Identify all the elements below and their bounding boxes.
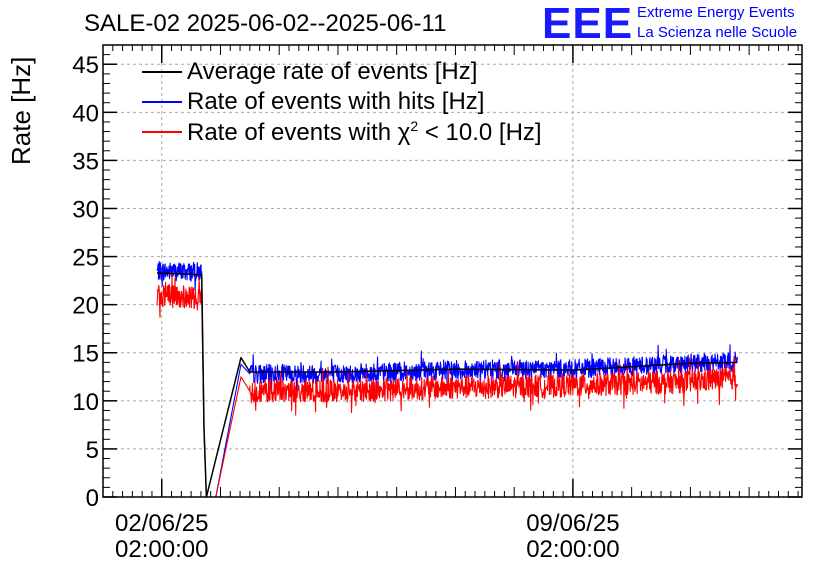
y-tick-label: 0 xyxy=(86,485,99,512)
legend-label-hits: Rate of events with hits [Hz] xyxy=(187,88,485,115)
series-line-average xyxy=(156,272,738,498)
logo-caption: Extreme Energy Events La Scienza nelle S… xyxy=(637,3,797,43)
y-tick-label: 20 xyxy=(72,293,99,320)
logo-line-1: Extreme Energy Events xyxy=(637,4,795,21)
legend-label-average: Average rate of events [Hz] xyxy=(187,58,478,85)
x-tick-label-time: 02:00:00 xyxy=(526,536,619,563)
grid xyxy=(103,45,802,497)
legend-swatch-hits xyxy=(142,101,182,103)
chart-title: SALE-02 2025-06-02--2025-06-11 xyxy=(84,10,447,37)
series-line-chi2 xyxy=(156,271,738,498)
legend-label-chi2: Rate of events with χ2 < 10.0 [Hz] xyxy=(187,118,542,147)
chi-exponent: 2 xyxy=(410,118,419,134)
y-tick-label: 45 xyxy=(72,52,99,79)
y-tick-label: 15 xyxy=(72,341,99,368)
y-tick-label: 35 xyxy=(72,148,99,175)
legend-label-chi2-prefix: Rate of events with xyxy=(187,119,398,146)
x-tick-label-date: 02/06/25 xyxy=(115,510,208,537)
x-tick-label-time: 02:00:00 xyxy=(115,536,208,563)
y-tick-label: 10 xyxy=(72,389,99,416)
y-tick-label: 5 xyxy=(86,437,99,464)
legend-swatch-average xyxy=(142,71,182,73)
plot-frame xyxy=(102,44,803,498)
y-tick-label: 30 xyxy=(72,196,99,223)
y-tick-label: 25 xyxy=(72,245,99,272)
logo-line-2: La Scienza nelle Scuole xyxy=(637,24,798,41)
legend-swatch-chi2 xyxy=(142,131,182,133)
data-series xyxy=(156,261,738,498)
x-tick-label-date: 09/06/25 xyxy=(526,510,619,537)
legend-label-chi2-suffix: < 10.0 [Hz] xyxy=(418,119,542,146)
y-tick-label: 40 xyxy=(72,100,99,127)
chi-symbol: χ xyxy=(397,119,411,146)
axes: 05101520253035404502/06/2502:00:0009/06/… xyxy=(72,44,803,563)
eee-logo: EEE xyxy=(542,0,634,48)
